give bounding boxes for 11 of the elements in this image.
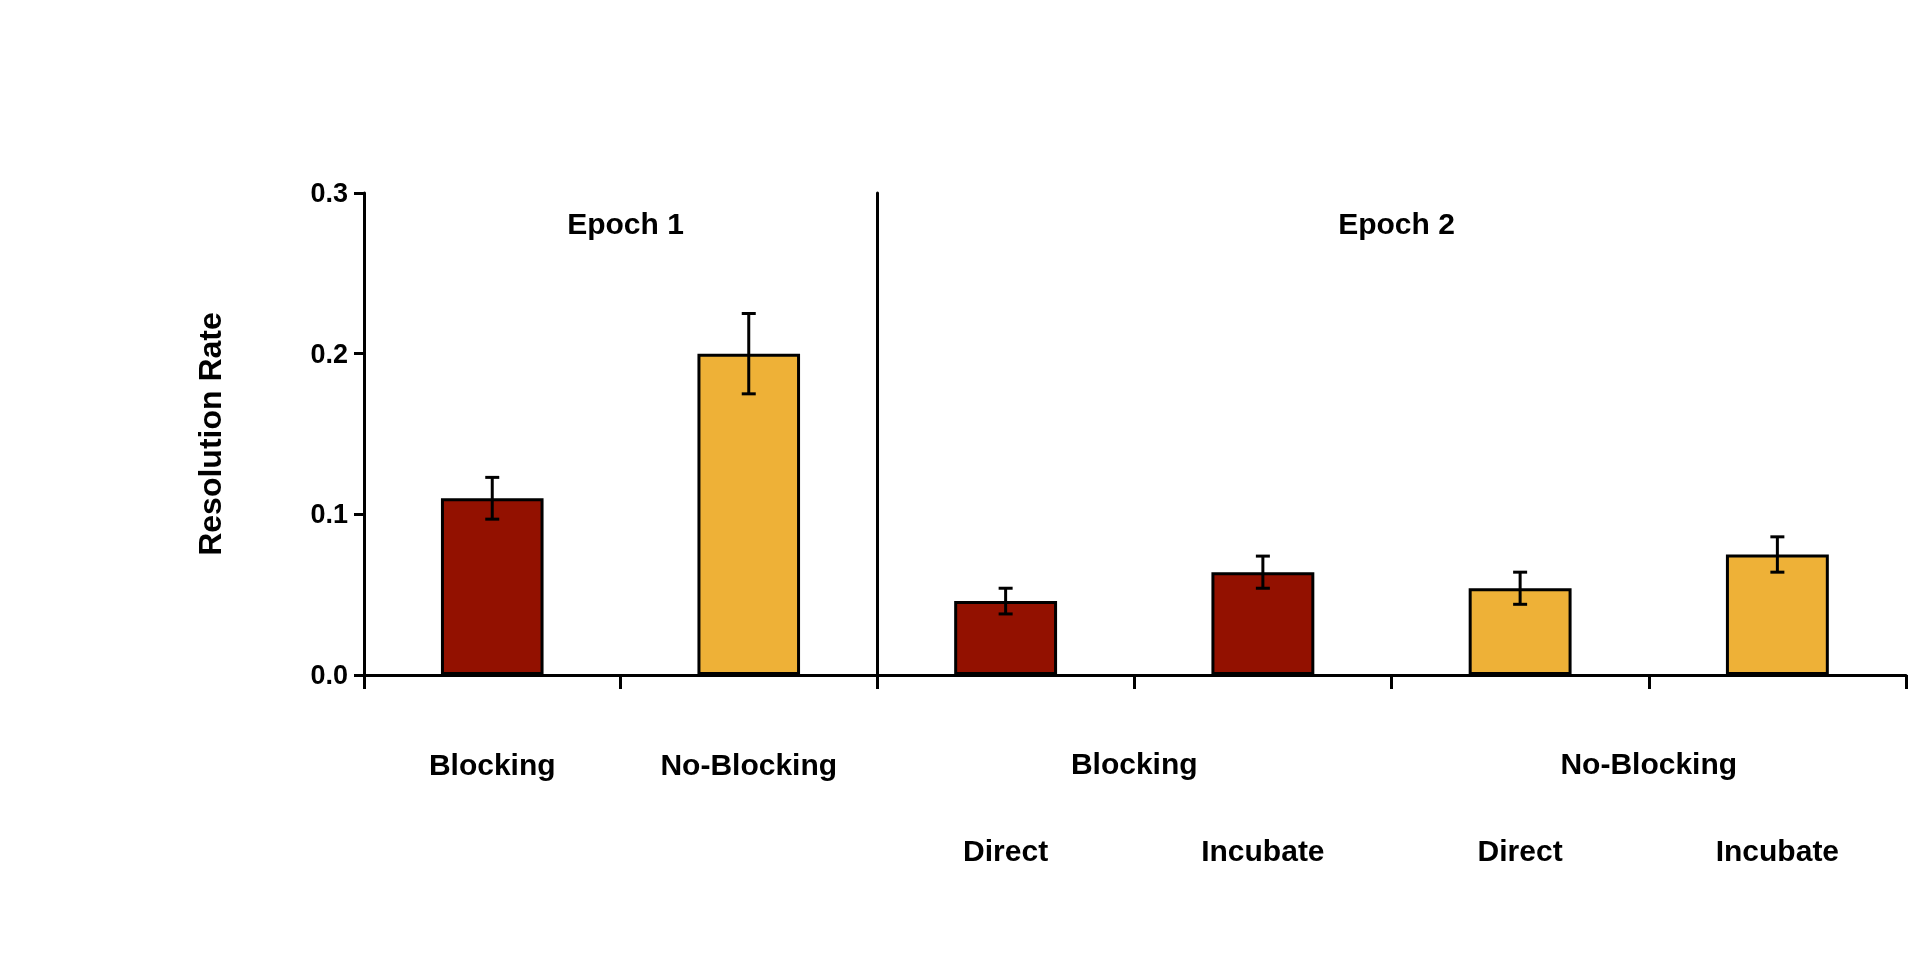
x-tick-label: Direct xyxy=(1477,833,1563,867)
chart-title: Epoch 2 xyxy=(1338,206,1455,240)
x-tick-label: Direct xyxy=(963,833,1049,867)
y-tick-label: 0.2 xyxy=(310,338,348,369)
chart-title: Epoch 1 xyxy=(567,206,684,240)
y-tick-label: 0.1 xyxy=(310,499,348,530)
x-tick-label: Incubate xyxy=(1201,833,1325,867)
x-tick-label: Incubate xyxy=(1715,833,1840,867)
y-tick-label: 0.0 xyxy=(310,660,348,690)
y-tick-label: 0.3 xyxy=(310,178,348,208)
y-axis-title: Resolution Rate xyxy=(192,312,228,556)
